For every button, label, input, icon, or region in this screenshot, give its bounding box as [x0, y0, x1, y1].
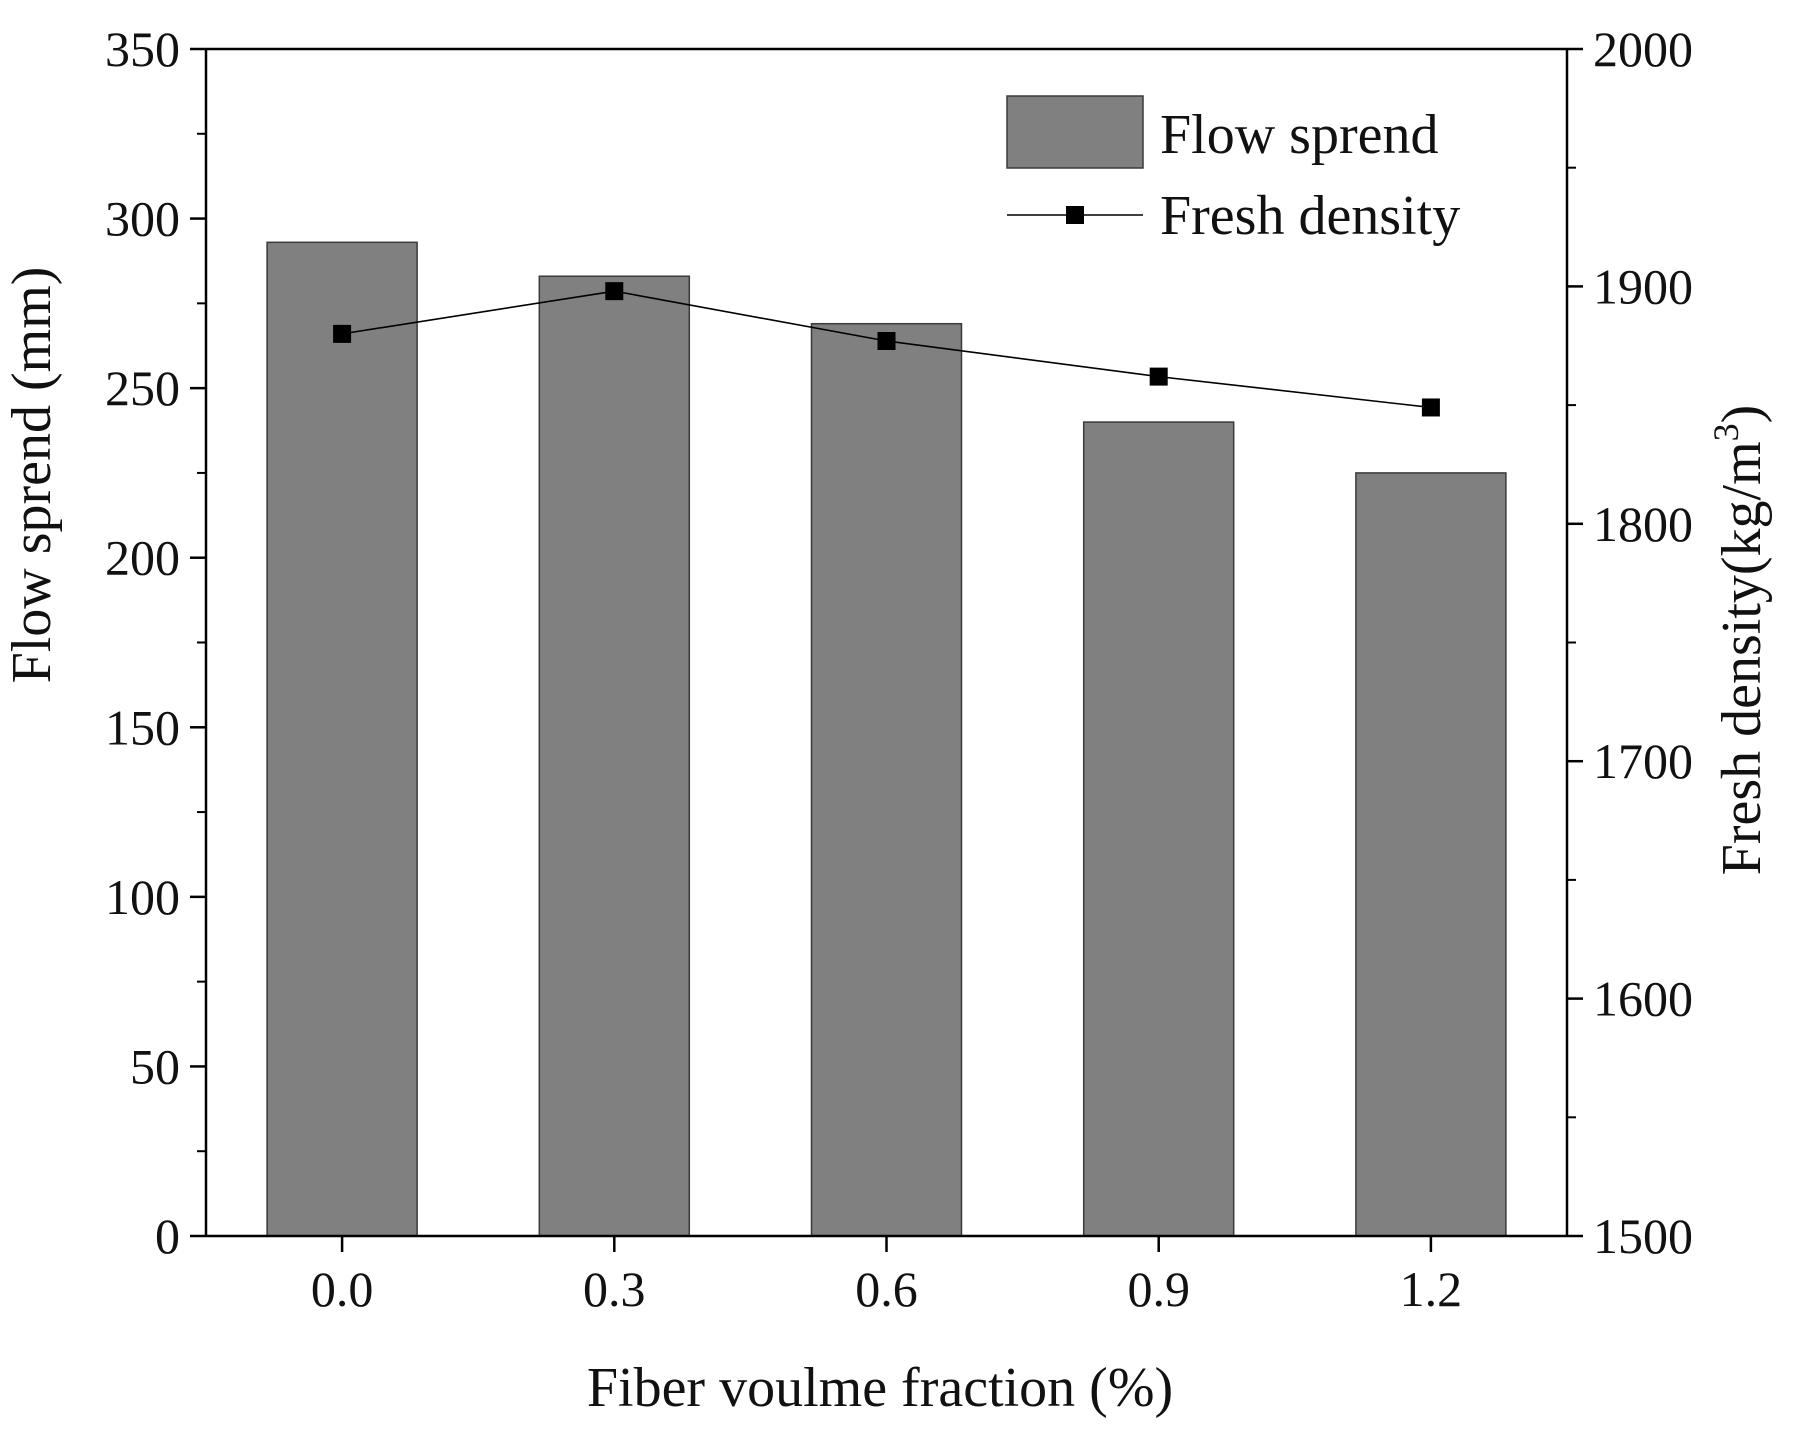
y-tick-label-0: 0	[155, 1208, 180, 1264]
y2-tick-label-3: 1800	[1593, 496, 1693, 552]
y2-tick-label-2: 1700	[1593, 733, 1693, 789]
bar-4	[1355, 472, 1507, 1237]
x-tick-label-1: 0.3	[583, 1261, 646, 1317]
legend-label-fresh-density: Fresh density	[1160, 185, 1460, 247]
legend-label-flow-sprend: Flow sprend	[1160, 104, 1438, 166]
bar-0	[266, 241, 418, 1237]
fresh-density-marker-1	[605, 282, 624, 301]
y2-axis-title-superscript: 3	[1706, 423, 1746, 441]
y2-tick-label-0: 1500	[1593, 1208, 1693, 1264]
x-axis-title: Fiber voulme fraction (%)	[587, 1357, 1173, 1419]
bar-3	[1082, 421, 1235, 1237]
bar-2	[810, 322, 963, 1237]
line-layer	[333, 282, 1440, 417]
legend-bar-swatch	[1006, 95, 1144, 169]
x-tick-label-2: 0.6	[855, 1261, 918, 1317]
y2-tick-label-5: 2000	[1593, 21, 1693, 77]
y2-axis-title: Fresh density(kg/m3)	[1706, 405, 1773, 876]
y-tick-label-4: 200	[105, 530, 180, 586]
legend-layer: Flow sprend Fresh density	[1006, 95, 1460, 247]
y-tick-label-5: 250	[105, 360, 180, 416]
x-tick-label-4: 1.2	[1400, 1261, 1463, 1317]
y-tick-label-1: 50	[130, 1038, 180, 1094]
y-tick-label-7: 350	[105, 21, 180, 77]
axes-layer: 0 50 100 150 200 250 300 350 1500 1600 1700 1800 190…	[105, 21, 1693, 1317]
y-axis-title: Flow sprend (mm)	[1, 267, 63, 684]
bar-1	[538, 275, 691, 1237]
legend-marker-swatch	[1066, 206, 1084, 224]
y2-axis-title-main: Fresh density(kg/m	[1711, 441, 1773, 875]
fresh-density-marker-0	[333, 324, 352, 343]
x-tick-label-0: 0.0	[311, 1261, 374, 1317]
fresh-density-marker-3	[1149, 367, 1168, 386]
y-tick-label-2: 100	[105, 869, 180, 925]
y2-axis-title-close: )	[1711, 405, 1773, 424]
fresh-density-marker-2	[877, 332, 896, 351]
x-tick-label-3: 0.9	[1127, 1261, 1190, 1317]
y2-tick-label-1: 1600	[1593, 971, 1693, 1027]
y2-tick-label-4: 1900	[1593, 258, 1693, 314]
y-tick-label-6: 300	[105, 191, 180, 247]
fresh-density-marker-4	[1421, 398, 1440, 417]
y-tick-label-3: 150	[105, 699, 180, 755]
bars-layer	[266, 241, 1507, 1237]
